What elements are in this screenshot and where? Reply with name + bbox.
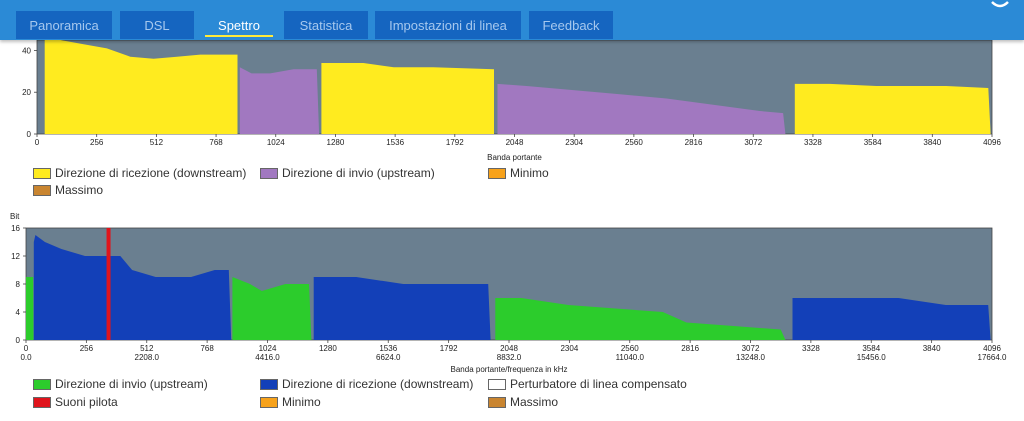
legend-label: Massimo: [55, 183, 104, 197]
legend-item-minimo: Minimo: [488, 166, 549, 180]
x-tick-label: 2304: [565, 138, 583, 147]
legend-item-massimo: Massimo: [33, 183, 103, 197]
x-tick-label: 2816: [685, 138, 703, 147]
series-area: [321, 63, 494, 134]
y-tick-label: 4: [16, 308, 21, 317]
legend-item-minimo: Minimo: [260, 395, 321, 409]
legend-item-downstream: Direzione di ricezione (downstream): [260, 377, 473, 391]
series-area: [497, 83, 786, 134]
x-freq-tick-label: 15456.0: [857, 353, 886, 362]
chart2-legend: Direzione di invio (upstream) Direzione …: [0, 376, 1024, 416]
x-tick-label: 1536: [386, 138, 404, 147]
y-tick-label: 40: [22, 46, 31, 55]
legend-item-upstream: Direzione di invio (upstream): [260, 166, 435, 180]
series-area: [313, 277, 491, 340]
legend-label: Direzione di ricezione (downstream): [282, 377, 474, 391]
x-tick-label: 2048: [506, 138, 524, 147]
legend-label: Direzione di invio (upstream): [55, 377, 208, 391]
x-tick-label: 1280: [327, 138, 345, 147]
y-tick-label: 16: [11, 224, 20, 233]
x-tick-label: 0: [35, 138, 40, 147]
tab-spettro[interactable]: Spettro: [201, 11, 277, 39]
x-tick-label: 3072: [742, 344, 760, 353]
x-tick-label: 2304: [560, 344, 578, 353]
series-area: [495, 298, 786, 340]
legend-label: Minimo: [510, 166, 549, 180]
x-tick-label: 768: [200, 344, 214, 353]
tab-statistica[interactable]: Statistica: [284, 11, 368, 39]
x-freq-tick-label: 11040.0: [616, 353, 645, 362]
x-tick-label: 1280: [319, 344, 337, 353]
y-axis-label: Bit: [10, 212, 20, 221]
x-freq-tick-label: 17664.0: [978, 353, 1007, 362]
x-tick-label: 1536: [379, 344, 397, 353]
series-area: [26, 277, 34, 340]
legend-label: Suoni pilota: [55, 395, 118, 409]
legend-item-suoni-pilota: Suoni pilota: [33, 395, 118, 409]
x-tick-label: 2560: [625, 138, 643, 147]
x-tick-label: 256: [80, 344, 94, 353]
pilot-tone-marker: [106, 228, 111, 340]
legend-label: Minimo: [282, 395, 321, 409]
legend-item-upstream: Direzione di invio (upstream): [33, 377, 208, 391]
x-freq-tick-label: 6624.0: [376, 353, 401, 362]
series-area: [44, 40, 238, 134]
series-area: [792, 298, 991, 340]
spectrum-chart-snr: 0 20 40 0 256 512 768 1024 1280 1536 1792 2048 2304 2…: [22, 39, 1001, 162]
series-area: [33, 235, 232, 340]
chart1-legend: Direzione di ricezione (downstream) Dire…: [0, 164, 1024, 200]
top-navigation-bar: Panoramica DSL Spettro Statistica Impost…: [0, 0, 1024, 40]
x-tick-label: 2048: [500, 344, 518, 353]
x-freq-tick-label: 0.0: [20, 353, 32, 362]
x-tick-label: 3072: [744, 138, 762, 147]
x-freq-tick-label: 2208.0: [135, 353, 160, 362]
tab-feedback[interactable]: Feedback: [529, 11, 613, 39]
y-tick-label: 0: [27, 130, 32, 139]
x-axis-label: Banda portante/frequenza in kHz: [451, 365, 568, 374]
legend-item-perturbatore: Perturbatore di linea compensato: [488, 377, 687, 391]
x-tick-label: 3328: [802, 344, 820, 353]
x-tick-label: 512: [150, 138, 164, 147]
x-tick-label: 512: [140, 344, 154, 353]
spectrum-chart-bits: Bit 0 4 8 12 16 0 256 512 768 1024 1280 1536 1792 204…: [10, 212, 1007, 374]
x-tick-label: 3584: [864, 138, 882, 147]
x-tick-label: 1792: [446, 138, 464, 147]
x-tick-label: 3840: [923, 344, 941, 353]
series-area: [239, 67, 320, 134]
x-tick-label: 1792: [440, 344, 458, 353]
x-tick-label: 2816: [681, 344, 699, 353]
x-tick-label: 0: [24, 344, 29, 353]
y-tick-label: 20: [22, 88, 31, 97]
tab-dsl[interactable]: DSL: [120, 11, 194, 39]
legend-label: Direzione di invio (upstream): [282, 166, 435, 180]
x-tick-label: 4096: [983, 344, 1001, 353]
x-tick-label: 256: [90, 138, 104, 147]
tab-impostazioni-di-linea[interactable]: Impostazioni di linea: [375, 11, 521, 39]
legend-label: Direzione di ricezione (downstream): [55, 166, 247, 180]
legend-label: Massimo: [510, 395, 559, 409]
series-area: [232, 277, 312, 340]
y-tick-label: 8: [16, 280, 21, 289]
x-axis-label: Banda portante: [487, 153, 542, 162]
x-tick-label: 3584: [862, 344, 880, 353]
legend-item-downstream: Direzione di ricezione (downstream): [33, 166, 246, 180]
x-tick-label: 3840: [923, 138, 941, 147]
x-tick-label: 1024: [267, 138, 285, 147]
x-freq-tick-label: 8832.0: [497, 353, 522, 362]
legend-label: Perturbatore di linea compensato: [510, 377, 687, 391]
y-tick-label: 12: [11, 252, 20, 261]
series-area: [794, 83, 991, 134]
x-freq-tick-label: 4416.0: [255, 353, 280, 362]
y-tick-label: 0: [16, 336, 21, 345]
x-tick-label: 4096: [983, 138, 1001, 147]
x-tick-label: 2560: [621, 344, 639, 353]
menu-icon[interactable]: [990, 0, 1010, 8]
x-tick-label: 1024: [259, 344, 277, 353]
x-freq-tick-label: 13248.0: [736, 353, 765, 362]
legend-item-massimo: Massimo: [488, 395, 558, 409]
x-tick-label: 768: [209, 138, 223, 147]
tab-panoramica[interactable]: Panoramica: [16, 11, 112, 39]
x-tick-label: 3328: [804, 138, 822, 147]
